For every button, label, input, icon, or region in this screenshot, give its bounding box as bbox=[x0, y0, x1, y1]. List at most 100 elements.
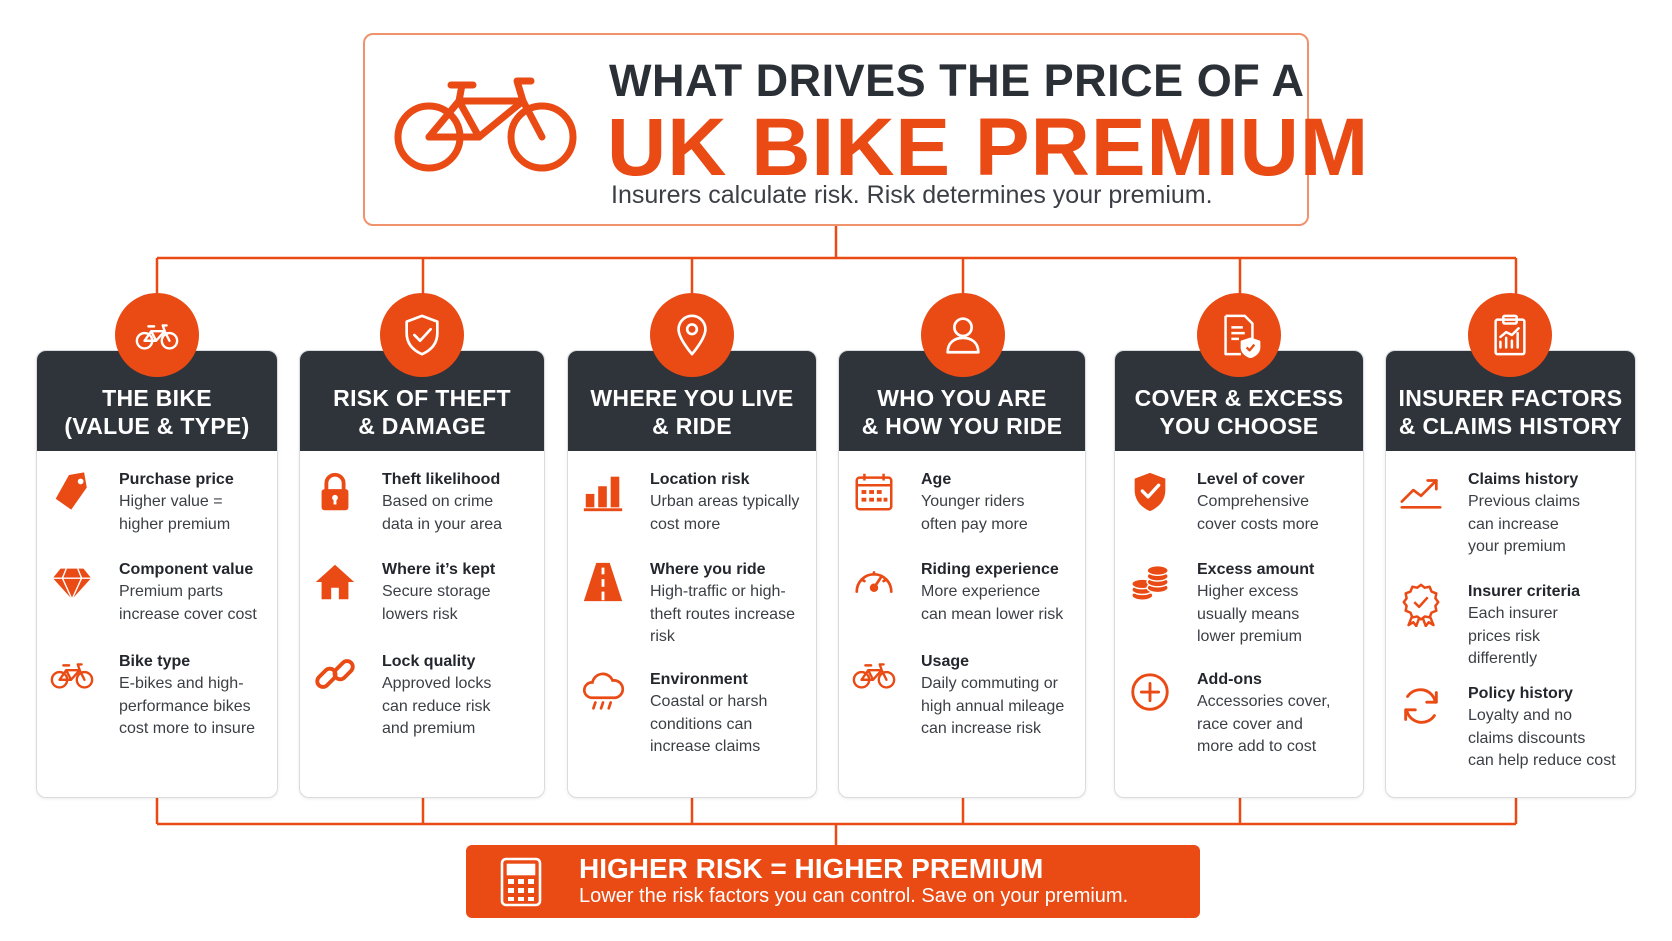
item-desc-line: performance bikes bbox=[119, 697, 251, 715]
item-desc-line: differently bbox=[1468, 650, 1538, 667]
card: RISK OF THEFT & DAMAGE Theft likelihood … bbox=[299, 350, 545, 798]
item-title: Lock quality bbox=[382, 653, 476, 670]
card-title-line-2: YOU CHOOSE bbox=[1159, 413, 1319, 439]
shield-check-icon bbox=[380, 293, 464, 377]
bicycle-icon bbox=[851, 651, 899, 699]
bicycle-icon bbox=[394, 77, 577, 172]
card-title-line-2: & CLAIMS HISTORY bbox=[1398, 413, 1623, 439]
item-desc-line: conditions can bbox=[650, 715, 753, 733]
rain-cloud-icon bbox=[580, 669, 628, 717]
card-title-line-1: RISK OF THEFT bbox=[333, 385, 511, 411]
calendar-icon bbox=[851, 469, 899, 517]
clipboard-chart-icon bbox=[1468, 293, 1552, 377]
item-desc-line: prices risk bbox=[1468, 627, 1541, 645]
price-tag-icon bbox=[49, 469, 97, 517]
card: WHO YOU ARE & HOW YOU RIDE Age Younger r… bbox=[838, 350, 1086, 798]
item-desc-line: risk bbox=[650, 628, 675, 645]
item-title: Environment bbox=[650, 671, 748, 688]
item-desc-line: Each insurer bbox=[1468, 605, 1558, 622]
item-title: Bike type bbox=[119, 653, 191, 670]
item-desc-line: E-bikes and high- bbox=[119, 675, 244, 692]
item-title: Theft likelihood bbox=[382, 471, 501, 488]
item-desc-line: can help reduce cost bbox=[1468, 752, 1616, 769]
item-desc-line: Approved locks bbox=[382, 675, 492, 692]
plus-circle-icon bbox=[1127, 669, 1175, 717]
footer-banner: HIGHER RISK = HIGHER PREMIUM Lower the r… bbox=[466, 845, 1200, 918]
card: INSURER FACTORS & CLAIMS HISTORY Claims … bbox=[1385, 350, 1636, 798]
item-desc-line: and premium bbox=[382, 720, 476, 737]
item-desc-line: High-traffic or high- bbox=[650, 583, 786, 600]
item-title: Where it’s kept bbox=[382, 561, 496, 578]
card-header: WHO YOU ARE & HOW YOU RIDE bbox=[839, 351, 1085, 451]
item-desc-line: can increase risk bbox=[921, 720, 1042, 737]
item-desc-line: Previous claims bbox=[1468, 493, 1581, 510]
card: WHERE YOU LIVE & RIDE Location risk Urba… bbox=[567, 350, 817, 798]
item-desc-line: Comprehensive bbox=[1197, 493, 1310, 510]
item-title: Level of cover bbox=[1197, 471, 1305, 488]
item-desc-line: Younger riders bbox=[921, 493, 1025, 510]
item-desc-line: can increase bbox=[1468, 515, 1559, 533]
calculator-icon bbox=[500, 857, 542, 907]
item-desc-line: increase cover cost bbox=[119, 605, 257, 623]
item-title: Age bbox=[921, 471, 952, 488]
card-title-line-1: THE BIKE bbox=[102, 385, 212, 411]
item-desc-line: usually means bbox=[1197, 605, 1300, 623]
award-ribbon-icon bbox=[1398, 581, 1446, 629]
header-subtitle: Insurers calculate risk. Risk determines… bbox=[611, 181, 1213, 209]
column-where-you-live: WHERE YOU LIVE & RIDE Location risk Urba… bbox=[567, 293, 817, 798]
item-desc-line: high annual mileage bbox=[921, 697, 1065, 715]
card-title-line-1: INSURER FACTORS bbox=[1398, 385, 1623, 411]
coin-stack-icon bbox=[1127, 559, 1175, 607]
item-desc-line: Daily commuting or bbox=[921, 675, 1058, 692]
item-desc-line: Secure storage bbox=[382, 583, 491, 600]
column-the-bike: THE BIKE (VALUE & TYPE) Purchase price H… bbox=[36, 293, 278, 798]
item-desc-line: Higher value = bbox=[119, 493, 223, 510]
card-title-line-2: & HOW YOU RIDE bbox=[861, 413, 1063, 439]
item-desc-line: Higher excess bbox=[1197, 583, 1299, 600]
card-title-line-2: & DAMAGE bbox=[358, 413, 486, 439]
item-desc-line: cost more to insure bbox=[119, 720, 256, 737]
policy-document-icon bbox=[1197, 293, 1281, 377]
location-pin-icon bbox=[650, 293, 734, 377]
padlock-icon bbox=[312, 469, 360, 517]
card-title-line-1: WHERE YOU LIVE bbox=[590, 385, 794, 411]
item-desc-line: more add to cost bbox=[1197, 738, 1317, 755]
bicycle-icon bbox=[115, 293, 199, 377]
item-desc-line: your premium bbox=[1468, 538, 1566, 555]
title-line-1: WHAT DRIVES THE PRICE OF A bbox=[609, 55, 1305, 106]
item-desc-line: often pay more bbox=[921, 515, 1028, 533]
item-title: Add-ons bbox=[1197, 671, 1262, 688]
item-desc-line: cover costs more bbox=[1197, 515, 1319, 533]
column-cover-excess: COVER & EXCESS YOU CHOOSE Level of cover… bbox=[1114, 293, 1364, 798]
shield-check-icon bbox=[1127, 469, 1175, 517]
house-icon bbox=[312, 559, 360, 607]
item-desc-line: lower premium bbox=[1197, 628, 1302, 645]
item-title: Policy history bbox=[1468, 685, 1573, 702]
item-desc-line: More experience bbox=[921, 583, 1041, 600]
card-title-line-2: & RIDE bbox=[652, 413, 732, 439]
item-desc-line: higher premium bbox=[119, 515, 231, 533]
item-title: Insurer criteria bbox=[1468, 583, 1581, 600]
card: COVER & EXCESS YOU CHOOSE Level of cover… bbox=[1114, 350, 1364, 798]
diamond-icon bbox=[49, 559, 97, 607]
item-desc-line: race cover and bbox=[1197, 715, 1303, 733]
card-header: COVER & EXCESS YOU CHOOSE bbox=[1115, 351, 1363, 451]
column-who-you-are: WHO YOU ARE & HOW YOU RIDE Age Younger r… bbox=[838, 293, 1086, 798]
item-title: Riding experience bbox=[921, 561, 1059, 578]
item-title: Component value bbox=[119, 561, 254, 578]
column-insurer-factors: INSURER FACTORS & CLAIMS HISTORY Claims … bbox=[1385, 293, 1636, 798]
chain-link-icon bbox=[312, 651, 360, 699]
person-icon bbox=[921, 293, 1005, 377]
road-icon bbox=[580, 559, 628, 607]
item-desc-line: can reduce risk bbox=[382, 697, 491, 715]
trend-up-icon bbox=[1398, 469, 1446, 517]
item-desc-line: cost more bbox=[650, 515, 721, 533]
bar-chart-icon bbox=[580, 469, 628, 517]
item-title: Usage bbox=[921, 653, 970, 670]
item-title: Claims history bbox=[1468, 471, 1579, 488]
refresh-icon bbox=[1398, 683, 1446, 731]
item-desc-line: can mean lower risk bbox=[921, 605, 1064, 623]
column-risk-of-theft: RISK OF THEFT & DAMAGE Theft likelihood … bbox=[299, 293, 545, 798]
item-title: Location risk bbox=[650, 471, 750, 488]
item-desc-line: Urban areas typically bbox=[650, 493, 800, 510]
